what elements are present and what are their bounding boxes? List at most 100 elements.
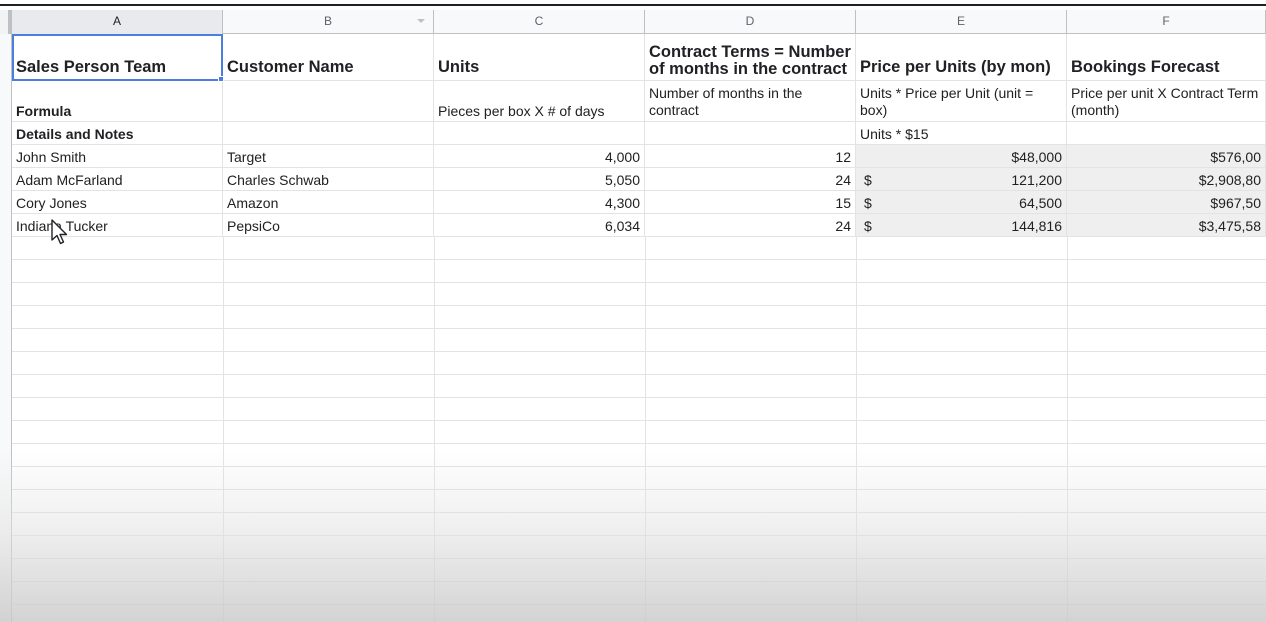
- header-units: Units: [438, 58, 480, 76]
- cell-b3[interactable]: [223, 122, 434, 144]
- units-value: 5,050: [604, 172, 640, 188]
- cell-units[interactable]: 6,034: [434, 214, 645, 236]
- price-value: $48,000: [1011, 149, 1062, 165]
- cell-d1[interactable]: Contract Terms = Number of months in the…: [645, 34, 856, 80]
- empty-row[interactable]: [12, 237, 1266, 260]
- cell-customer[interactable]: Amazon: [223, 191, 434, 213]
- column-header-row: A B C D E F: [0, 10, 1266, 34]
- empty-row[interactable]: [12, 467, 1266, 490]
- row-header-gutter[interactable]: [0, 34, 12, 622]
- cell-a1[interactable]: Sales Person Team: [12, 34, 223, 80]
- cell-e1[interactable]: Price per Units (by mon): [856, 34, 1067, 80]
- table-row-formula: Formula Pieces per box X # of days Numbe…: [12, 81, 1266, 122]
- table-row: John Smith Target 4,000 12 $48,000 $576,…: [12, 145, 1266, 168]
- top-border-line: [0, 4, 1266, 6]
- price-value: 121,200: [1011, 172, 1062, 188]
- cell-c3[interactable]: [434, 122, 645, 144]
- cell-d2[interactable]: Number of months in the contract: [645, 81, 856, 121]
- table-row: Adam McFarland Charles Schwab 5,050 24 $…: [12, 168, 1266, 191]
- empty-row[interactable]: [12, 444, 1266, 467]
- cell-b2[interactable]: [223, 81, 434, 121]
- empty-row[interactable]: [12, 490, 1266, 513]
- cell-a2[interactable]: Formula: [12, 81, 223, 121]
- empty-row[interactable]: [12, 375, 1266, 398]
- cell-bookings[interactable]: $967,50: [1067, 191, 1266, 213]
- cell-f3[interactable]: [1067, 122, 1266, 144]
- price-currency: $: [864, 172, 872, 188]
- units-value: 6,034: [604, 218, 640, 234]
- empty-row[interactable]: [12, 306, 1266, 329]
- cell-price[interactable]: $64,500: [856, 191, 1067, 213]
- table-row-header: Sales Person Team Customer Name Units Co…: [12, 34, 1266, 81]
- column-header-e[interactable]: E: [856, 10, 1067, 34]
- cell-customer[interactable]: PepsiCo: [223, 214, 434, 236]
- cell-units[interactable]: 4,300: [434, 191, 645, 213]
- column-divider: [434, 237, 435, 622]
- column-header-d[interactable]: D: [645, 10, 856, 34]
- table-row: Cory Jones Amazon 4,300 15 $64,500 $967,…: [12, 191, 1266, 214]
- cell-salesperson[interactable]: John Smith: [12, 145, 223, 167]
- cell-customer[interactable]: Charles Schwab: [223, 168, 434, 190]
- cell-months[interactable]: 24: [645, 168, 856, 190]
- empty-row[interactable]: [12, 513, 1266, 536]
- spreadsheet-grid[interactable]: A B C D E F Sales Person Team Customer N…: [0, 10, 1266, 622]
- cell-months[interactable]: 15: [645, 191, 856, 213]
- select-all-corner[interactable]: [0, 10, 12, 34]
- cell-salesperson[interactable]: Indiana Tucker: [12, 214, 223, 236]
- cell-e2[interactable]: Units * Price per Unit (unit = box): [856, 81, 1067, 121]
- header-customer-name: Customer Name: [227, 58, 354, 76]
- empty-row[interactable]: [12, 398, 1266, 421]
- cell-units[interactable]: 5,050: [434, 168, 645, 190]
- cell-bookings[interactable]: $2,908,80: [1067, 168, 1266, 190]
- empty-row[interactable]: [12, 582, 1266, 605]
- bookings-value: $967,50: [1210, 195, 1261, 211]
- cell-price[interactable]: $48,000: [856, 145, 1067, 167]
- column-header-f[interactable]: F: [1067, 10, 1266, 34]
- months-value: 15: [835, 195, 851, 211]
- empty-row[interactable]: [12, 283, 1266, 306]
- cell-bookings[interactable]: $576,00: [1067, 145, 1266, 167]
- months-value: 24: [835, 172, 851, 188]
- cell-c1[interactable]: Units: [434, 34, 645, 80]
- empty-row[interactable]: [12, 559, 1266, 582]
- cell-months[interactable]: 24: [645, 214, 856, 236]
- column-header-b-label: B: [323, 14, 332, 28]
- column-header-b[interactable]: B: [223, 10, 434, 34]
- months-value: 24: [835, 218, 851, 234]
- chevron-down-icon[interactable]: [417, 19, 425, 23]
- price-currency: $: [864, 195, 872, 211]
- empty-row[interactable]: [12, 421, 1266, 444]
- customer-name: Amazon: [227, 195, 279, 211]
- column-header-a[interactable]: A: [12, 10, 223, 34]
- cell-price[interactable]: $144,816: [856, 214, 1067, 236]
- empty-row[interactable]: [12, 536, 1266, 559]
- empty-row[interactable]: [12, 352, 1266, 375]
- cell-a3[interactable]: Details and Notes: [12, 122, 223, 144]
- cell-price[interactable]: $121,200: [856, 168, 1067, 190]
- price-value: 144,816: [1011, 218, 1062, 234]
- notes-price: Units * $15: [860, 126, 929, 142]
- cell-months[interactable]: 12: [645, 145, 856, 167]
- fill-handle[interactable]: [218, 76, 224, 82]
- units-value: 4,000: [604, 149, 640, 165]
- column-header-c[interactable]: C: [434, 10, 645, 34]
- cell-f1[interactable]: Bookings Forecast: [1067, 34, 1266, 80]
- cell-salesperson[interactable]: Adam McFarland: [12, 168, 223, 190]
- cell-c2[interactable]: Pieces per box X # of days: [434, 81, 645, 121]
- units-value: 4,300: [604, 195, 640, 211]
- bookings-value: $576,00: [1210, 149, 1261, 165]
- cell-d3[interactable]: [645, 122, 856, 144]
- empty-row[interactable]: [12, 260, 1266, 283]
- cell-b1[interactable]: Customer Name: [223, 34, 434, 80]
- cell-units[interactable]: 4,000: [434, 145, 645, 167]
- empty-row[interactable]: [12, 329, 1266, 352]
- header-bookings-forecast: Bookings Forecast: [1071, 58, 1220, 76]
- cell-bookings[interactable]: $3,475,58: [1067, 214, 1266, 236]
- months-value: 12: [835, 149, 851, 165]
- cell-f2[interactable]: Price per unit X Contract Term (month): [1067, 81, 1266, 121]
- column-divider: [223, 237, 224, 622]
- formula-contract-terms: Number of months in the contract: [649, 85, 803, 118]
- cell-salesperson[interactable]: Cory Jones: [12, 191, 223, 213]
- cell-customer[interactable]: Target: [223, 145, 434, 167]
- cell-e3[interactable]: Units * $15: [856, 122, 1067, 144]
